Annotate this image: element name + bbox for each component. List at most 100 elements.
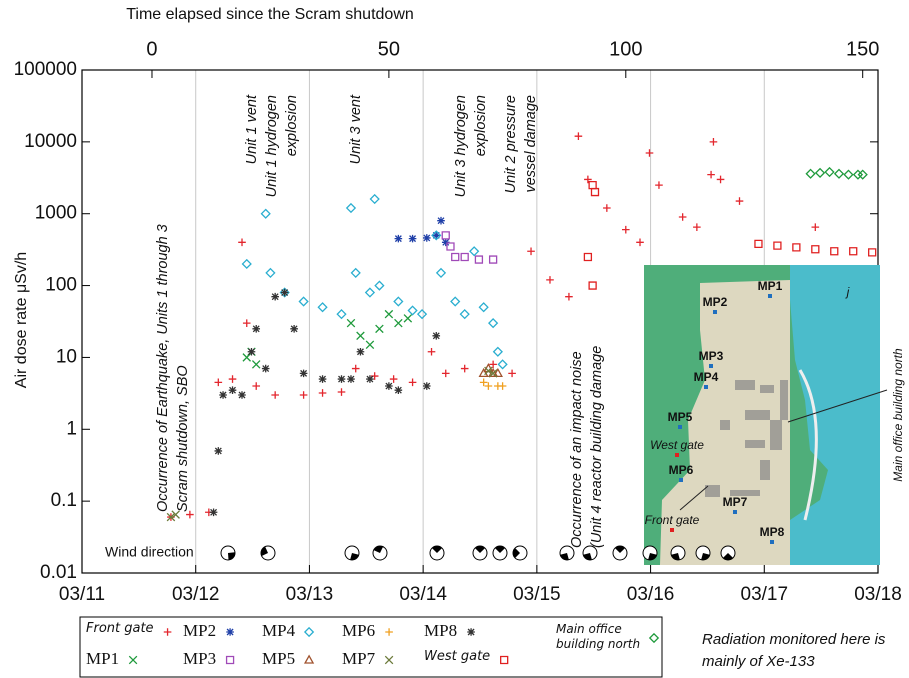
data-point [850, 248, 857, 255]
y-tick-label: 100000 [14, 59, 77, 80]
data-point [793, 244, 800, 251]
y-tick-label: 100 [45, 275, 77, 296]
data-point [376, 325, 384, 333]
data-point [655, 181, 663, 189]
data-point [707, 171, 715, 179]
legend-label: Front gate [86, 621, 154, 636]
data-point [352, 365, 360, 373]
data-point [366, 341, 374, 349]
data-point [835, 170, 843, 178]
legend-label: West gate [424, 649, 490, 664]
data-point [229, 386, 237, 394]
wind-wedge [228, 552, 235, 560]
data-point [589, 182, 596, 189]
x-tick-label: 03/17 [741, 584, 789, 605]
map-label: MP4 [694, 370, 719, 384]
data-point [248, 348, 256, 356]
data-point [717, 176, 725, 184]
data-point [589, 282, 596, 289]
data-point [290, 325, 298, 333]
x-tick-label: 03/16 [627, 584, 675, 605]
data-point [442, 239, 450, 247]
map-label: MP3 [699, 349, 724, 363]
data-point [494, 348, 502, 356]
note: mainly of Xe-133 [702, 653, 815, 670]
data-point [243, 260, 251, 268]
data-point [432, 332, 440, 340]
map-label: MP8 [760, 525, 785, 539]
data-point [844, 170, 852, 178]
map-label: MP5 [668, 410, 693, 424]
annotation: (Unit 4 reactor building damage [589, 346, 605, 548]
map-building [735, 380, 755, 390]
legend-label: MP2 [183, 621, 216, 641]
data-point [375, 281, 383, 289]
data-point [252, 382, 260, 390]
annotation: Unit 3 vent [348, 94, 364, 164]
data-point [319, 375, 327, 383]
legend-label: MP7 [342, 649, 375, 669]
data-point [527, 247, 535, 255]
data-point [418, 310, 426, 318]
map-building-label: Main office building north [891, 348, 905, 482]
data-point [318, 303, 326, 311]
x-tick-label: 03/13 [286, 584, 334, 605]
data-point [499, 382, 507, 390]
data-point [347, 375, 355, 383]
data-point [300, 370, 308, 378]
data-point [442, 370, 450, 378]
data-point [437, 269, 445, 277]
x2-tick-label: 50 [378, 38, 400, 60]
map-point [679, 478, 683, 482]
data-point [409, 235, 417, 243]
data-point [774, 242, 781, 249]
data-point [755, 240, 762, 247]
legend-label: MP6 [342, 621, 375, 641]
map-point [709, 364, 713, 368]
annotation: Scram shutdown, SBO [175, 365, 191, 512]
map-building [770, 420, 782, 450]
map-point [713, 310, 717, 314]
annotation: vessel damage [523, 95, 539, 193]
data-point [271, 293, 279, 301]
x2-tick-label: 100 [609, 38, 642, 60]
data-point [215, 379, 223, 387]
data-point [693, 223, 701, 231]
data-point [869, 249, 876, 256]
data-point [498, 360, 506, 368]
data-point [210, 508, 218, 516]
data-point [485, 382, 493, 390]
data-point [347, 319, 355, 327]
data-point [812, 223, 820, 231]
data-point [408, 306, 416, 314]
map-building [745, 440, 765, 448]
map-point [770, 540, 774, 544]
y-tick-label: 0.01 [40, 562, 77, 583]
data-point [409, 379, 417, 387]
data-point [229, 375, 237, 383]
data-point [710, 138, 718, 146]
data-point [432, 232, 440, 240]
map-point [733, 510, 737, 514]
legend-label: MP1 [86, 649, 119, 669]
data-point [460, 310, 468, 318]
data-point [490, 256, 497, 263]
annotation: explosion [473, 95, 489, 156]
data-point [591, 189, 598, 196]
data-point [603, 204, 611, 212]
map-label: MP2 [703, 295, 728, 309]
map-label: MP7 [723, 495, 748, 509]
data-point [300, 391, 308, 399]
data-point [636, 239, 644, 247]
note: Radiation monitored here is [702, 631, 886, 648]
data-point [584, 253, 591, 260]
data-point [679, 213, 687, 221]
annotation: explosion [284, 95, 300, 156]
data-point [489, 319, 497, 327]
annotation: Unit 1 vent [244, 94, 260, 164]
data-point [261, 210, 269, 218]
annotation: Unit 3 hydrogen [453, 95, 469, 197]
map-building [745, 410, 770, 420]
data-point [475, 256, 482, 263]
annotation: Unit 2 pressure [503, 95, 519, 193]
